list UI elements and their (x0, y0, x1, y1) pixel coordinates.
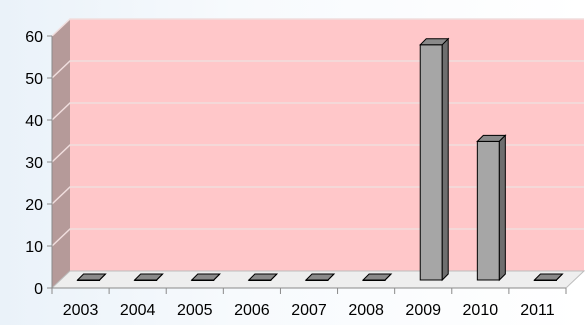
x-tick-label: 2006 (234, 302, 270, 319)
bar (76, 273, 107, 281)
y-tick-label: 30 (25, 155, 43, 172)
bar-side (556, 273, 563, 281)
bar-side (156, 273, 164, 281)
x-tick-label: 2004 (120, 302, 156, 319)
x-tick-label: 2011 (520, 302, 555, 319)
bar (247, 273, 279, 281)
bar-side (384, 273, 392, 281)
bars (76, 37, 564, 282)
bar (361, 273, 393, 281)
bar-side (213, 273, 221, 281)
x-tick-label: 2010 (463, 302, 499, 319)
y-axis-ticks: 0 10 20 30 40 50 60 (25, 29, 52, 298)
bar-side (498, 134, 506, 282)
gridline (51, 18, 584, 37)
bar (533, 273, 564, 281)
y-tick-label: 50 (25, 71, 43, 88)
bar (304, 273, 336, 281)
bar-side (270, 273, 278, 281)
x-tick-label: 2008 (348, 302, 384, 319)
bar (476, 134, 507, 282)
y-tick-label: 20 (25, 197, 43, 214)
gridline (51, 60, 584, 79)
gridline (51, 186, 584, 205)
bar (419, 37, 450, 282)
x-tick-label: 2007 (291, 302, 327, 319)
x-tick-label: 2003 (63, 302, 99, 319)
bar-side (441, 37, 449, 282)
bar (133, 273, 164, 281)
y-tick-label: 60 (25, 29, 43, 46)
y-tick-label: 40 (25, 113, 43, 130)
y-tick-label: 0 (34, 281, 43, 298)
bar-front (476, 140, 500, 281)
bar-side (99, 273, 106, 281)
x-axis-ticks: 2003 2004 2005 2006 2007 2008 2009 2010 2011 (51, 288, 567, 319)
x-tick-label: 2005 (177, 302, 213, 319)
gridline (51, 102, 584, 121)
bar-side (327, 273, 335, 281)
gridlines (51, 18, 584, 247)
gridline (51, 228, 584, 247)
bar (190, 273, 221, 281)
bar-front (419, 44, 443, 281)
y-tick-label: 10 (25, 239, 43, 256)
x-tick-label: 2009 (405, 302, 441, 319)
gridline (51, 144, 584, 163)
